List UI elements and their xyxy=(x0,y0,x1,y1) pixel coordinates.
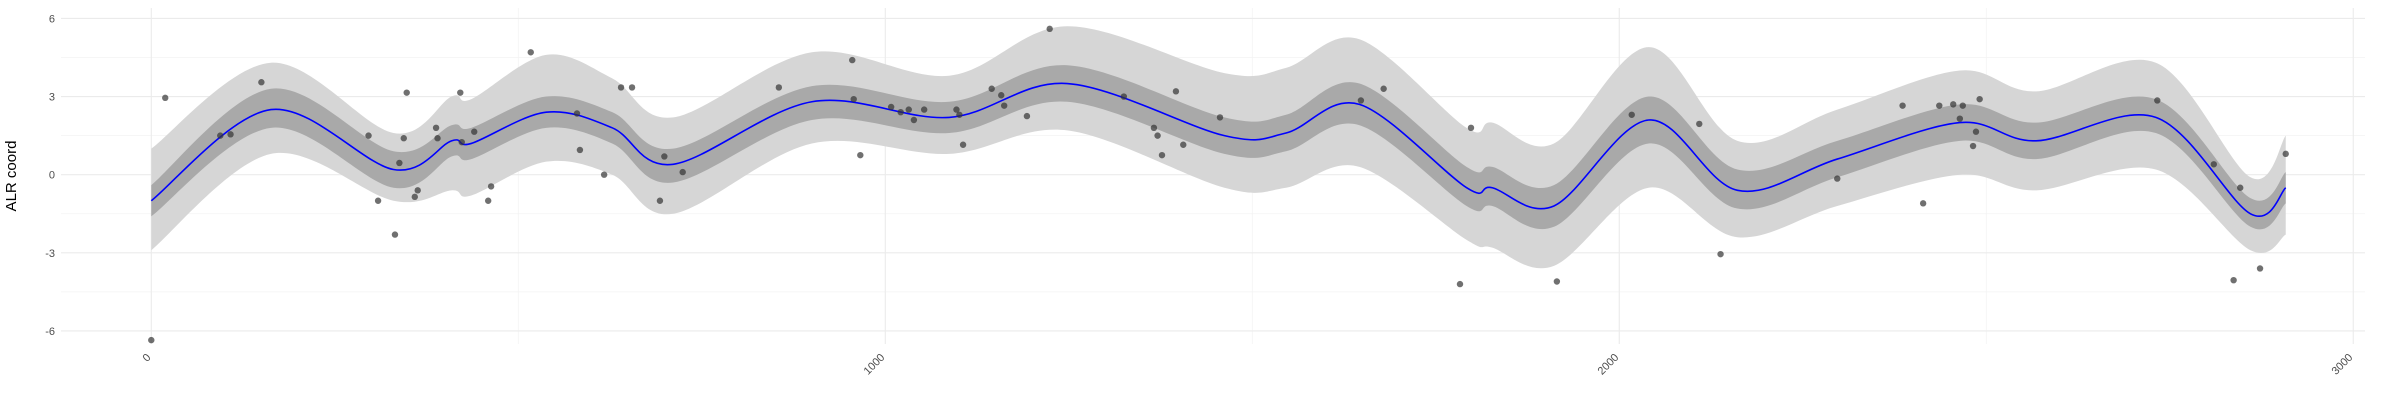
inner-band xyxy=(151,65,2286,230)
data-point xyxy=(1046,25,1053,33)
data-point xyxy=(1150,124,1158,132)
data-point xyxy=(400,135,407,142)
data-point xyxy=(1696,120,1703,128)
data-point xyxy=(457,89,464,96)
x-tick-label: 1000 xyxy=(862,352,888,378)
data-point xyxy=(956,111,963,118)
data-point xyxy=(396,159,403,167)
data-point xyxy=(411,193,418,201)
data-point xyxy=(887,103,895,111)
data-point xyxy=(1380,85,1387,92)
data-point xyxy=(679,168,686,176)
data-point xyxy=(998,92,1005,99)
data-point xyxy=(1950,101,1957,108)
data-point xyxy=(857,151,864,159)
fit-line xyxy=(150,82,2287,217)
data-point xyxy=(849,56,856,64)
data-point xyxy=(1357,97,1365,104)
y-tick-label: 0 xyxy=(49,170,55,182)
x-tick-label: 0 xyxy=(141,352,154,365)
data-point xyxy=(1120,93,1128,100)
data-point xyxy=(656,197,664,204)
data-point xyxy=(617,84,625,91)
y-tick-label: -6 xyxy=(45,326,55,338)
data-point xyxy=(1180,141,1187,148)
y-tick-label: -3 xyxy=(45,248,55,260)
data-point xyxy=(1000,102,1008,109)
data-point xyxy=(920,106,928,113)
data-point xyxy=(775,84,783,91)
data-point xyxy=(1969,142,1977,150)
data-point xyxy=(1216,114,1224,121)
data-point xyxy=(2237,184,2244,191)
data-point xyxy=(850,95,857,103)
data-point xyxy=(484,197,492,204)
data-point xyxy=(1834,175,1841,182)
data-point xyxy=(600,171,608,178)
data-point xyxy=(661,153,668,160)
x-tick-label: 2000 xyxy=(1596,352,1622,378)
data-point xyxy=(403,89,410,96)
data-point xyxy=(1959,102,1966,109)
y-axis-label: ALR coord xyxy=(3,141,20,212)
data-point xyxy=(1456,280,1464,288)
data-point xyxy=(471,128,478,135)
data-point xyxy=(1899,102,1906,109)
data-point xyxy=(487,183,495,190)
data-point xyxy=(905,106,912,113)
y-tick-label: 6 xyxy=(49,13,55,25)
data-point xyxy=(1919,200,1927,207)
data-point xyxy=(527,49,534,56)
data-point xyxy=(897,108,904,116)
data-point xyxy=(148,336,155,344)
data-point xyxy=(1172,88,1180,95)
data-point xyxy=(576,146,584,154)
data-point xyxy=(2256,265,2264,272)
data-point xyxy=(910,116,918,124)
data-point xyxy=(953,106,960,113)
data-point xyxy=(365,132,372,139)
data-point xyxy=(573,110,581,117)
data-point xyxy=(1976,95,1983,103)
data-point xyxy=(2154,97,2161,104)
data-point xyxy=(217,132,224,139)
data-point xyxy=(1717,250,1724,258)
data-point xyxy=(628,84,636,91)
data-point xyxy=(458,138,465,146)
y-tick-label: 3 xyxy=(49,92,55,104)
data-point xyxy=(1972,128,1980,135)
data-point xyxy=(2282,150,2289,158)
data-point xyxy=(374,197,382,204)
data-point xyxy=(434,135,441,142)
data-point xyxy=(2210,161,2217,168)
data-point xyxy=(227,131,234,138)
data-point xyxy=(432,124,440,132)
data-point xyxy=(1154,132,1161,139)
data-point xyxy=(1628,111,1635,118)
data-point xyxy=(988,85,995,92)
data-point xyxy=(1553,278,1561,285)
data-point xyxy=(1956,115,1964,122)
data-point xyxy=(391,231,399,238)
data-point xyxy=(2230,276,2237,284)
data-point xyxy=(258,79,265,86)
data-point xyxy=(1158,151,1166,159)
data-point xyxy=(162,94,169,102)
data-point xyxy=(1023,112,1031,120)
data-point xyxy=(1467,124,1475,132)
data-point xyxy=(414,187,421,194)
data-point xyxy=(959,141,967,148)
x-tick-label: 3000 xyxy=(2330,352,2356,378)
data-point xyxy=(1936,102,1943,109)
